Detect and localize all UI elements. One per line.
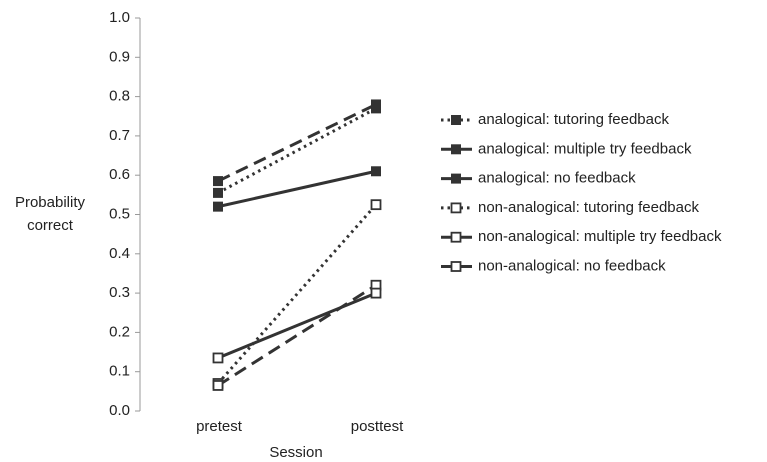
marker bbox=[212, 380, 224, 391]
legend-label: analogical: no feedback bbox=[478, 170, 636, 187]
legend-label: non-analogical: no feedback bbox=[478, 257, 666, 274]
y-tick-label: 0.5 bbox=[109, 205, 130, 222]
marker bbox=[370, 287, 382, 299]
legend-marker bbox=[450, 231, 462, 243]
series-line bbox=[216, 203, 378, 385]
legend-marker bbox=[450, 261, 462, 272]
x-axis-title: Session bbox=[269, 444, 322, 461]
x-tick-label: pretest bbox=[196, 418, 243, 435]
legend-label: non-analogical: tutoring feedback bbox=[478, 199, 699, 216]
y-tick-label: 0.7 bbox=[109, 127, 130, 144]
legend-marker bbox=[451, 144, 461, 155]
marker bbox=[371, 166, 381, 177]
series-line bbox=[217, 283, 377, 387]
series-line bbox=[217, 103, 377, 183]
legend-marker bbox=[450, 202, 462, 214]
y-axis-title: Probability correct bbox=[14, 194, 86, 234]
legend-label: analogical: tutoring feedback bbox=[478, 111, 669, 128]
y-tick-label: 0.0 bbox=[109, 402, 130, 419]
y-tick-label: 1.0 bbox=[109, 9, 130, 26]
marker bbox=[213, 201, 223, 212]
legend-label: analogical: multiple try feedback bbox=[478, 140, 692, 157]
y-tick-label: 0.3 bbox=[109, 284, 130, 301]
y-tick-label: 0.9 bbox=[109, 48, 130, 65]
x-tick-label: posttest bbox=[351, 418, 404, 435]
y-tick-label: 0.6 bbox=[109, 166, 130, 183]
marker bbox=[371, 99, 381, 110]
y-tick-label: 0.8 bbox=[109, 88, 130, 105]
y-tick-label: 0.1 bbox=[109, 363, 130, 380]
y-tick-label: 0.2 bbox=[109, 323, 130, 340]
marker bbox=[370, 199, 382, 211]
legend-marker bbox=[451, 115, 461, 125]
marker bbox=[213, 187, 223, 198]
legend-label: non-analogical: multiple try feedback bbox=[478, 228, 722, 245]
series-line bbox=[217, 169, 377, 209]
marker bbox=[213, 176, 223, 187]
series-line bbox=[217, 107, 377, 195]
marker bbox=[212, 352, 224, 364]
legend-marker bbox=[451, 173, 461, 184]
series-line bbox=[217, 291, 377, 360]
y-tick-label: 0.4 bbox=[109, 245, 130, 262]
